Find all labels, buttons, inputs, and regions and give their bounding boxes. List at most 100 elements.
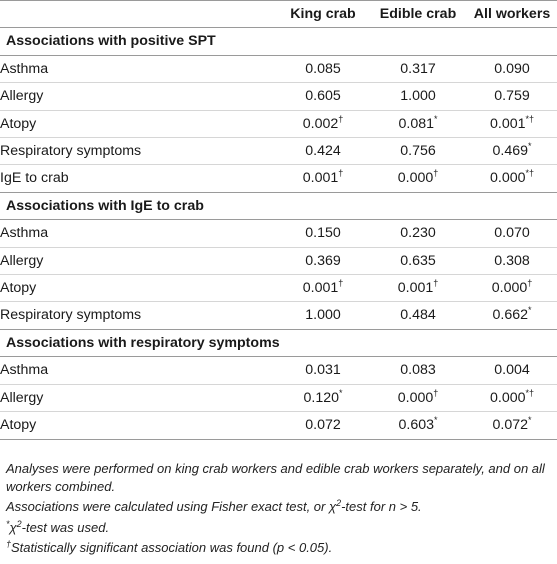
value-cell: 0.081* [369, 110, 467, 139]
table-row: Asthma 0.031 0.083 0.004 [0, 356, 557, 385]
p-value: 0.000 [491, 280, 528, 297]
p-value: 0.001 [397, 280, 434, 297]
row-label: IgE to crab [0, 164, 277, 193]
p-value: 0.308 [494, 252, 530, 269]
p-value: 0.072 [305, 417, 341, 434]
value-cell: 0.605 [277, 82, 369, 111]
footnote-analyses: Analyses were performed on king crab wor… [6, 461, 545, 494]
row-label: Allergy [0, 384, 277, 413]
footnote-tests: Associations were calculated using Fishe… [6, 498, 422, 515]
row-label: Allergy [0, 82, 277, 111]
table-row: Atopy 0.002† 0.081* 0.001*† [0, 110, 557, 139]
value-cell: 0.001† [277, 164, 369, 193]
value-cell: 0.756 [369, 137, 467, 166]
p-value: 1.000 [305, 307, 341, 324]
table-row: IgE to crab 0.001† 0.000† 0.000*† [0, 164, 557, 193]
p-value: 0.603 [398, 417, 434, 434]
p-value: 0.000 [489, 170, 526, 187]
p-value: 0.759 [494, 88, 530, 105]
p-value: 0.635 [400, 252, 436, 269]
row-label: Atopy [0, 274, 277, 303]
value-cell: 0.000† [369, 164, 467, 193]
row-label: Atopy [0, 411, 277, 440]
value-cell: 0.120* [277, 384, 369, 413]
p-value: 0.369 [305, 252, 341, 269]
p-value: 0.484 [400, 307, 436, 324]
significance-marker: *† [525, 387, 535, 398]
row-label: Atopy [0, 110, 277, 139]
p-value: 0.070 [494, 225, 530, 242]
p-value: 0.031 [305, 362, 341, 379]
value-cell: 0.000*† [467, 164, 557, 193]
row-label: Respiratory symptoms [0, 137, 277, 166]
value-cell: 1.000 [277, 301, 369, 330]
value-cell: 0.083 [369, 356, 467, 385]
significance-marker: * [339, 387, 343, 398]
header-all-workers: All workers [467, 0, 557, 29]
value-cell: 0.759 [467, 82, 557, 111]
row-label: Asthma [0, 55, 277, 84]
value-cell: 0.424 [277, 137, 369, 166]
value-cell: 0.072* [467, 411, 557, 440]
p-value: 0.424 [305, 143, 341, 160]
significance-marker: * [434, 113, 438, 124]
p-value: 0.002 [302, 115, 339, 132]
p-value: 0.090 [494, 60, 530, 77]
value-cell: 0.150 [277, 219, 369, 248]
value-cell: 0.031 [277, 356, 369, 385]
value-cell: 0.662* [467, 301, 557, 330]
p-value: 0.000 [397, 170, 434, 187]
value-cell: 0.001*† [467, 110, 557, 139]
significance-marker: † [433, 168, 439, 179]
p-value: 0.605 [305, 88, 341, 105]
value-cell: 1.000 [369, 82, 467, 111]
p-value: 0.001 [302, 170, 339, 187]
value-cell: 0.001† [277, 274, 369, 303]
section-row: Associations with IgE to crab [0, 191, 557, 221]
p-value: 0.756 [400, 143, 436, 160]
p-value: 0.150 [305, 225, 341, 242]
header-cell-empty [0, 0, 277, 29]
significance-marker: * [528, 141, 532, 152]
significance-marker: *† [525, 113, 535, 124]
value-cell: 0.000*† [467, 384, 557, 413]
footnote-significance: †Statistically significant association w… [6, 539, 333, 556]
value-cell: 0.090 [467, 55, 557, 84]
footnote-chi-square: *χ2-test was used. [6, 518, 110, 535]
table-row: Allergy 0.369 0.635 0.308 [0, 247, 557, 276]
row-label: Asthma [0, 219, 277, 248]
section-title: Associations with IgE to crab [0, 191, 557, 221]
section-row: Associations with respiratory symptoms [0, 328, 557, 358]
table-header: King crab Edible crab All workers [0, 0, 557, 29]
section-title: Associations with positive SPT [0, 27, 557, 56]
p-value: 0.469 [492, 143, 528, 160]
p-value: 0.120 [303, 389, 339, 406]
table-row: Asthma 0.085 0.317 0.090 [0, 55, 557, 84]
p-value: 0.083 [400, 362, 436, 379]
value-cell: 0.002† [277, 110, 369, 139]
value-cell: 0.317 [369, 55, 467, 84]
value-cell: 0.484 [369, 301, 467, 330]
p-value: 0.081 [398, 115, 434, 132]
table-body: Associations with positive SPT Asthma 0.08… [0, 27, 557, 440]
p-value: 0.004 [494, 362, 530, 379]
value-cell: 0.004 [467, 356, 557, 385]
p-value: 0.072 [492, 417, 528, 434]
value-cell: 0.000† [467, 274, 557, 303]
p-value: 1.000 [400, 88, 436, 105]
table-row: Asthma 0.150 0.230 0.070 [0, 219, 557, 248]
results-table: King crab Edible crab All workers Associ… [0, 0, 557, 440]
header-king-crab: King crab [277, 0, 369, 29]
value-cell: 0.000† [369, 384, 467, 413]
significance-marker: * [528, 415, 532, 426]
table-row: Allergy 0.605 1.000 0.759 [0, 82, 557, 111]
significance-marker: * [434, 415, 438, 426]
significance-marker: † [338, 168, 344, 179]
value-cell: 0.635 [369, 247, 467, 276]
table-row: Respiratory symptoms 0.424 0.756 0.469* [0, 137, 557, 166]
significance-marker: * [528, 305, 532, 316]
p-value: 0.085 [305, 60, 341, 77]
value-cell: 0.230 [369, 219, 467, 248]
section-title: Associations with respiratory symptoms [0, 328, 557, 358]
